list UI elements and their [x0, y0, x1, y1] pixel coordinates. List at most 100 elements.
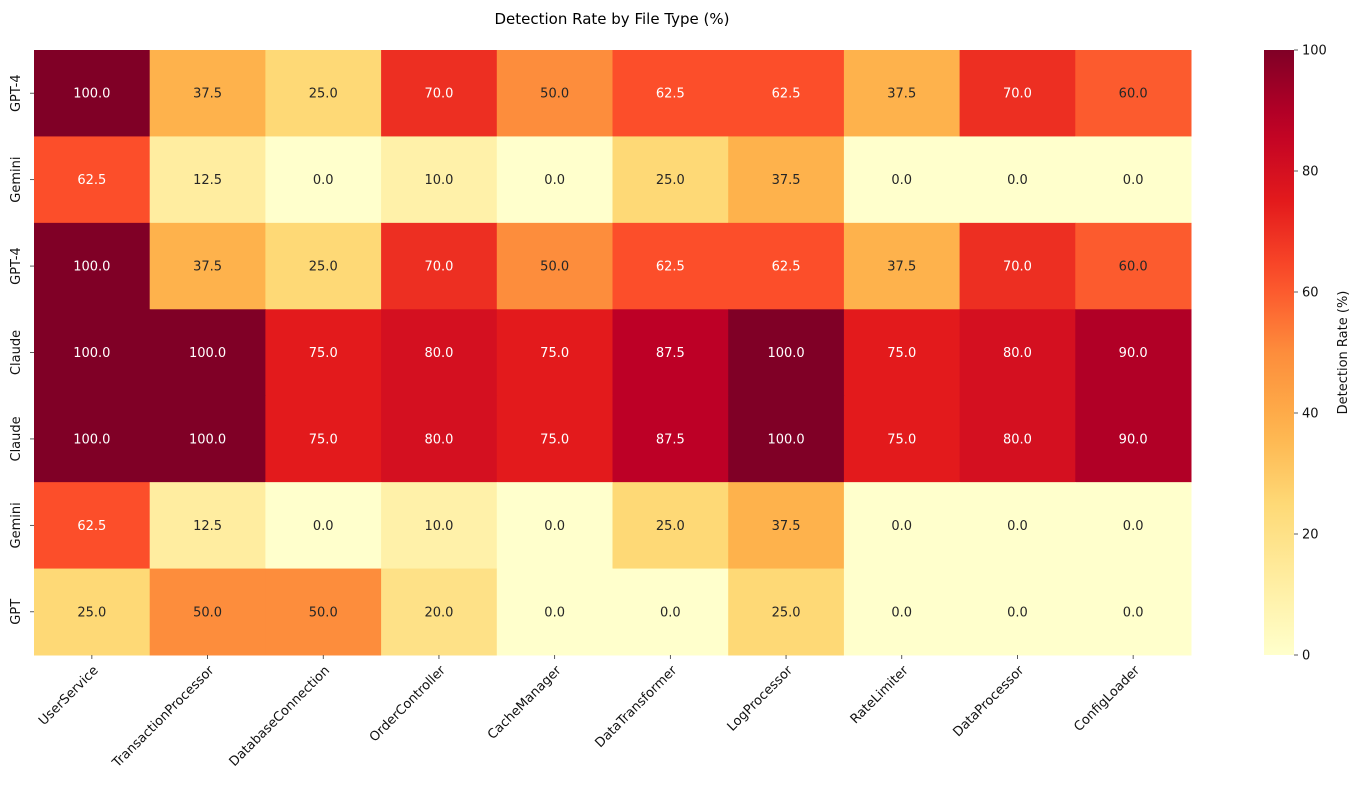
x-tick-label: LogProcessor	[725, 663, 797, 735]
heatmap-cell	[496, 395, 613, 483]
heatmap-cell	[496, 222, 613, 310]
cell-value-label: 0.0	[891, 173, 912, 188]
heatmap-cell	[265, 568, 382, 656]
heatmap-cell	[381, 50, 498, 137]
cell-value-label: 10.0	[424, 519, 453, 534]
heatmap-cell	[843, 136, 961, 224]
heatmap-cell	[1075, 309, 1192, 397]
heatmap-cell	[381, 568, 498, 656]
chart-title: Detection Rate by File Type (%)	[494, 10, 729, 28]
cell-value-label: 70.0	[424, 260, 453, 275]
cell-value-label: 37.5	[887, 260, 916, 275]
cell-value-label: 60.0	[1119, 87, 1148, 102]
cell-value-label: 37.5	[193, 260, 222, 275]
heatmap-cell	[381, 395, 498, 483]
cell-value-label: 50.0	[540, 260, 569, 275]
heatmap-cell	[149, 482, 266, 570]
cell-value-label: 75.0	[887, 432, 916, 447]
heatmap-cell	[149, 395, 266, 483]
heatmap-cell	[1075, 395, 1192, 483]
heatmap-cell	[381, 136, 498, 224]
cell-value-label: 50.0	[540, 87, 569, 102]
x-tick-label: RateLimiter	[848, 663, 912, 727]
cell-value-label: 90.0	[1119, 432, 1148, 447]
heatmap-cell	[34, 50, 151, 137]
heatmap-cell	[1075, 222, 1192, 310]
cell-value-label: 10.0	[424, 173, 453, 188]
cell-value-label: 62.5	[77, 173, 106, 188]
cell-value-label: 50.0	[309, 605, 338, 620]
colorbar-label: Detection Rate (%)	[1336, 291, 1351, 415]
heatmap-cell	[612, 395, 729, 483]
heatmap-cell	[265, 482, 382, 570]
x-tick-label: OrderController	[367, 663, 449, 745]
heatmap-cell	[843, 482, 961, 570]
cell-value-label: 0.0	[313, 519, 334, 534]
heatmap-cell	[959, 395, 1076, 483]
y-tick-label: GPT-4	[9, 247, 24, 285]
cell-value-label: 100.0	[767, 432, 804, 447]
heatmap-cell	[34, 482, 151, 570]
cell-value-label: 50.0	[193, 605, 222, 620]
colorbar-tick-label: 80	[1302, 165, 1319, 180]
cell-value-label: 62.5	[656, 87, 685, 102]
heatmap-cell	[381, 309, 498, 397]
heatmap-cell	[496, 136, 613, 224]
heatmap-cell	[728, 50, 845, 137]
cell-value-label: 37.5	[772, 519, 801, 534]
cell-value-label: 100.0	[189, 432, 226, 447]
heatmap-cell	[149, 568, 266, 656]
cell-value-label: 12.5	[193, 173, 222, 188]
y-tick-label: Gemini	[9, 502, 24, 548]
y-tick-label: GPT-4	[9, 74, 24, 112]
heatmap-cell	[959, 50, 1076, 137]
cell-value-label: 75.0	[887, 346, 916, 361]
heatmap-cell-labels: 100.0 37.5 25.0 70.0 50.0 62.5 62.5 37.5 70.0 60.…	[73, 87, 1147, 621]
heatmap-cell	[612, 136, 729, 224]
cell-value-label: 87.5	[656, 432, 685, 447]
cell-value-label: 0.0	[1123, 173, 1144, 188]
heatmap-cell	[34, 222, 151, 310]
heatmap-cell	[959, 136, 1076, 224]
heatmap-cell	[728, 395, 845, 483]
cell-value-label: 60.0	[1119, 260, 1148, 275]
heatmap-cell	[1075, 136, 1192, 224]
cell-value-label: 0.0	[1007, 519, 1028, 534]
x-tick-label: DataTransformer	[592, 663, 680, 751]
heatmap-cell	[959, 482, 1076, 570]
heatmap-cell	[1075, 50, 1192, 137]
cell-value-label: 0.0	[544, 519, 565, 534]
cell-value-label: 75.0	[309, 346, 338, 361]
colorbar-tick-label: 100	[1302, 44, 1327, 59]
cell-value-label: 100.0	[767, 346, 804, 361]
heatmap-cell	[149, 136, 266, 224]
cell-value-label: 100.0	[73, 346, 110, 361]
cell-value-label: 75.0	[309, 432, 338, 447]
heatmap-cell	[1075, 482, 1192, 570]
x-tick-label: DatabaseConnection	[227, 663, 333, 769]
cell-value-label: 62.5	[77, 519, 106, 534]
cell-value-label: 0.0	[1123, 605, 1144, 620]
y-tick-label: Claude	[9, 416, 24, 461]
heatmap-cell	[959, 222, 1076, 310]
heatmap-cell	[34, 136, 151, 224]
cell-value-label: 25.0	[656, 173, 685, 188]
cell-value-label: 20.0	[424, 605, 453, 620]
heatmap-cell	[265, 309, 382, 397]
cell-value-label: 0.0	[891, 605, 912, 620]
heatmap-cell	[381, 222, 498, 310]
cell-value-label: 25.0	[309, 260, 338, 275]
cell-value-label: 25.0	[656, 519, 685, 534]
colorbar: 0 20 40 60 80 100 Detection Rate (%)	[1264, 44, 1351, 664]
cell-value-label: 0.0	[1007, 605, 1028, 620]
colorbar-gradient	[1264, 50, 1294, 655]
cell-value-label: 25.0	[772, 605, 801, 620]
heatmap-cell	[612, 568, 729, 656]
cell-value-label: 0.0	[544, 173, 565, 188]
x-axis-ticks: UserService TransactionProcessor DatabaseC…	[36, 655, 1143, 771]
heatmap-cell	[34, 568, 151, 656]
heatmap-cell	[612, 50, 729, 137]
cell-value-label: 80.0	[424, 346, 453, 361]
heatmap-cell	[728, 309, 845, 397]
